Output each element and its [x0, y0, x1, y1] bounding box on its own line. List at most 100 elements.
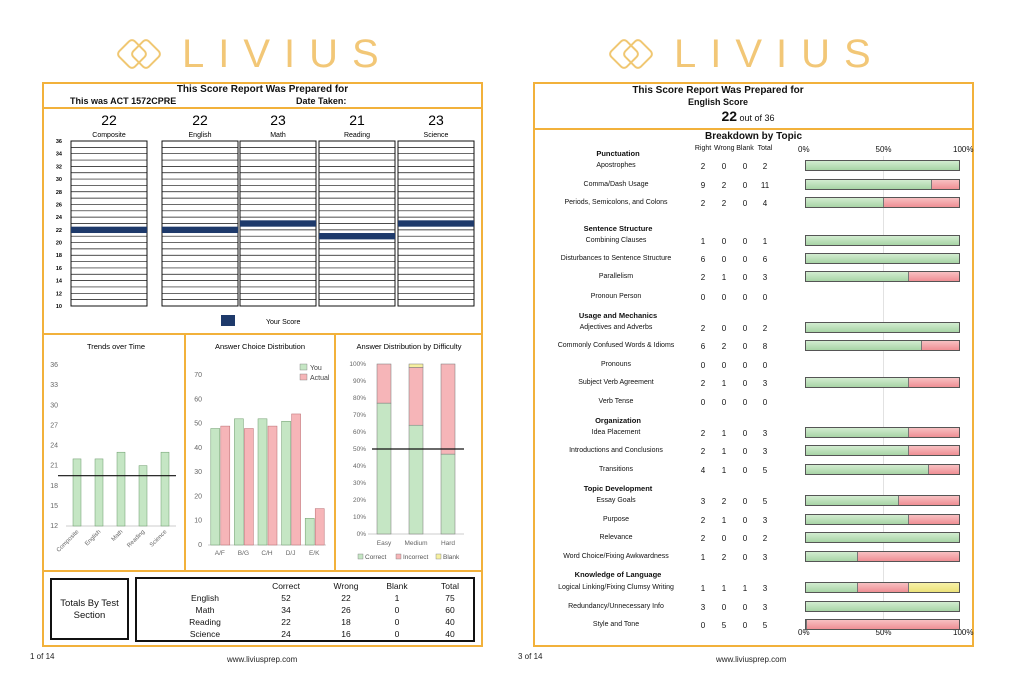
topic-item-label: Essay Goals: [596, 497, 636, 504]
choice-x-label: C/H: [261, 550, 273, 557]
topic-count: 2: [700, 429, 706, 438]
trends-x-label: Math: [111, 529, 125, 543]
totals-cell: 0: [394, 629, 400, 639]
totals-row-label: English: [191, 593, 219, 603]
trends-y-tick: 24: [50, 443, 58, 450]
trends-y-tick: 18: [50, 483, 58, 490]
difficulty-y-tick: 70%: [353, 412, 366, 419]
topic-bar: [805, 160, 960, 171]
topic-count: 0: [742, 342, 748, 351]
topic-count: 5: [721, 621, 727, 630]
topic-bar-wrong: [920, 341, 959, 350]
totals-cell: 24: [281, 629, 291, 639]
answer-choice-distribution-chart: Answer Choice Distribution 70 60 50 40 30 20 10…: [194, 342, 330, 557]
topic-item-label: Pronouns: [601, 361, 631, 368]
breakdown-midline: [882, 156, 884, 626]
difficulty-y-tick: 60%: [353, 429, 366, 436]
english-score-label: English Score: [687, 97, 749, 107]
trend-bar: [160, 451, 170, 527]
topic-count: 0: [700, 621, 706, 630]
breakdown-axis-top: 0%: [798, 145, 810, 154]
trends-y-tick: 27: [50, 422, 58, 429]
topic-bar-right: [806, 428, 908, 437]
totals-header: Wrong: [333, 581, 359, 591]
topic-bar-right: [806, 465, 929, 474]
topic-count: 0: [742, 181, 748, 190]
topic-count: 3: [762, 447, 768, 456]
choice-bar: [210, 428, 221, 546]
trend-bar: [94, 458, 104, 527]
topic-bar-right: [806, 254, 959, 263]
section-score-label: Composite: [92, 132, 126, 139]
choice-y-tick: 20: [194, 493, 202, 500]
section-score-value: 22: [101, 112, 117, 128]
topic-bar: [805, 551, 960, 562]
topic-bar-right: [806, 341, 921, 350]
totals-cell: 75: [445, 593, 455, 603]
topic-group-label: Usage and Mechanics: [578, 311, 658, 320]
topic-bar-right: [806, 583, 857, 592]
topic-count: 0: [742, 293, 748, 302]
topic-bar-wrong: [908, 446, 959, 455]
topic-bar: [805, 427, 960, 438]
difficulty-legend-label: Incorrect: [403, 554, 428, 561]
topic-bar: [805, 322, 960, 333]
topic-count: 1: [721, 429, 727, 438]
topic-bar-wrong: [857, 583, 908, 592]
difficulty-y-tick: 10%: [353, 514, 366, 521]
left-website: www.liviusprep.com: [227, 655, 298, 664]
topic-count: 2: [721, 553, 727, 562]
breakdown-table: Right Wrong Blank Total 0% 0% 50% 50% 100% 100% Pu…: [533, 0, 974, 682]
topic-count: 5: [762, 466, 768, 475]
topic-item-label: Periods, Semicolons, and Colons: [564, 199, 668, 206]
topic-count: 1: [721, 466, 727, 475]
topic-count: 0: [742, 398, 748, 407]
topic-bar-right: [806, 496, 898, 505]
topic-item-label: Word Choice/Fixing Awkwardness: [563, 553, 669, 560]
score-axis-tick: 10: [56, 304, 62, 310]
your-score-marker: [71, 226, 147, 234]
topic-count: 0: [742, 466, 748, 475]
totals-row-label: Reading: [189, 617, 221, 627]
topic-item-label: Purpose: [602, 516, 630, 523]
section-score-label: English: [189, 132, 212, 139]
topic-item-label: Parallelism: [598, 273, 634, 280]
topic-count: 5: [762, 621, 768, 630]
topic-count: 0: [721, 293, 727, 302]
totals-cell: 0: [394, 605, 400, 615]
topic-count: 1: [762, 237, 768, 246]
topic-count: 3: [762, 379, 768, 388]
topic-bar: [805, 235, 960, 246]
topic-bar: [805, 514, 960, 525]
trends-y-tick: 33: [50, 382, 58, 389]
difficulty-bar-segment: [440, 453, 456, 535]
difficulty-legend-swatch: [435, 553, 442, 560]
topic-count: 2: [721, 181, 727, 190]
trends-over-time-chart: Trends over Time 36 33 30 27 24 21 18 15 12Compos…: [50, 342, 176, 554]
choice-legend-swatch: [299, 373, 308, 381]
totals-cell: 22: [341, 593, 351, 603]
topic-count: 0: [742, 162, 748, 171]
score-axis-tick: 24: [56, 215, 63, 221]
score-axis-tick: 16: [56, 266, 62, 272]
topic-count: 0: [721, 324, 727, 333]
difficulty-bar-segment: [440, 363, 456, 455]
choice-y-tick: 10: [194, 518, 202, 525]
topic-group-label: Topic Development: [583, 484, 653, 493]
topic-bar-right: [806, 378, 908, 387]
topic-count: 3: [762, 429, 768, 438]
difficulty-legend-label: Correct: [365, 554, 387, 561]
choice-bar: [220, 425, 231, 546]
topic-bar-right: [806, 552, 857, 561]
topic-bar-wrong: [908, 378, 959, 387]
totals-header: Blank: [386, 581, 408, 591]
topic-bar: [805, 495, 960, 506]
topic-bar: [805, 464, 960, 475]
topic-count: 3: [762, 273, 768, 282]
topic-count: 0: [721, 534, 727, 543]
topic-count: 2: [700, 324, 706, 333]
difficulty-bar-segment: [376, 402, 392, 535]
topic-item-label: Pronoun Person: [590, 293, 642, 300]
score-axis-tick: 12: [56, 291, 62, 297]
difficulty-x-label: Hard: [441, 540, 455, 547]
